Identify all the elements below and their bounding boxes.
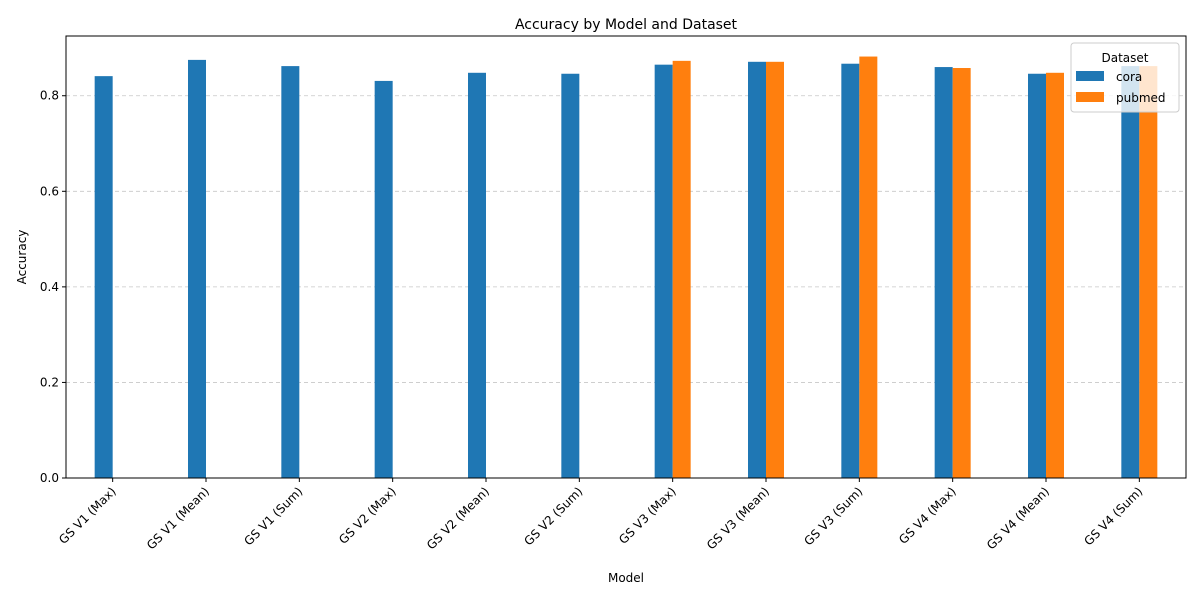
legend-label-cora: cora (1116, 70, 1142, 84)
bar-cora (934, 67, 953, 479)
x-axis-label: Model (608, 571, 644, 585)
legend-swatch-cora (1076, 71, 1104, 81)
y-tick-label: 0.6 (40, 184, 59, 198)
legend-label-pubmed: pubmed (1116, 91, 1166, 105)
bar-pubmed (1139, 66, 1158, 478)
bar-cora (1121, 66, 1140, 478)
bar-cora (841, 63, 860, 478)
legend: Dataset cora pubmed (1070, 42, 1180, 113)
bar-cora (468, 72, 486, 478)
bar-cora (281, 66, 300, 478)
y-tick-label: 0.0 (40, 471, 59, 485)
y-axis-label: Accuracy (15, 230, 29, 285)
y-tick-label: 0.8 (40, 89, 59, 103)
bar-pubmed (859, 56, 878, 478)
bar-cora (654, 64, 673, 478)
bar-pubmed (766, 61, 784, 478)
bar-cora (94, 76, 113, 479)
legend-title: Dataset (1102, 51, 1149, 65)
bar-cora (561, 73, 580, 478)
bar-cora (188, 59, 206, 478)
bar-pubmed (1046, 72, 1064, 478)
chart-title: Accuracy by Model and Dataset (515, 17, 738, 33)
plot-frame (65, 35, 1187, 479)
bar-pubmed (952, 68, 971, 478)
y-tick-label: 0.2 (40, 375, 59, 389)
y-axis: 0.0 0.2 0.4 0.6 0.8 (40, 89, 66, 485)
bar-cora (1028, 73, 1046, 478)
grid-lines (66, 95, 1186, 383)
y-tick-label: 0.4 (40, 280, 59, 294)
bars (94, 56, 1158, 479)
bar-cora (748, 61, 766, 478)
bar-cora (374, 80, 393, 479)
legend-swatch-pubmed (1076, 92, 1104, 102)
bar-pubmed (672, 60, 691, 479)
